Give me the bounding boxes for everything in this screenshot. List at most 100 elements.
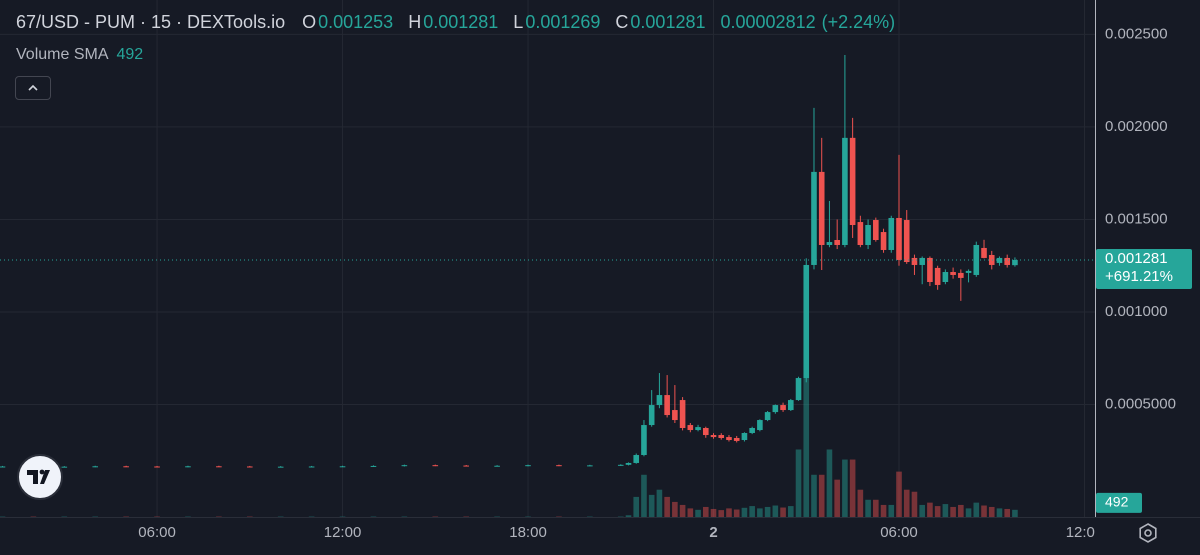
candle-body <box>494 465 500 467</box>
candle-body <box>749 427 755 433</box>
ohlc-value: 0.001281 <box>423 12 499 32</box>
candle-body <box>401 465 408 467</box>
ohlc-value: 0.001281 <box>630 12 706 32</box>
volume-bar <box>888 504 895 517</box>
volume-sma-box <box>1096 492 1142 513</box>
x-tick-label: 06:00 <box>880 524 918 541</box>
logo-dot <box>39 469 45 475</box>
volume-bar <box>996 508 1003 517</box>
y-tick-label: 0.001500 <box>1105 210 1168 227</box>
plot-area <box>0 54 1095 517</box>
x-tick-label: 06:00 <box>138 524 176 541</box>
volume-bar <box>826 449 833 517</box>
candle-body <box>942 272 949 282</box>
volume-bar <box>726 508 732 517</box>
candle-body <box>741 432 748 441</box>
volume-bar <box>664 496 670 517</box>
candle-body <box>757 420 763 431</box>
candle-body <box>185 466 191 468</box>
volume-bar <box>687 508 694 517</box>
volume-bar <box>942 504 949 517</box>
candle-body <box>525 465 531 467</box>
chevron[interactable] <box>28 84 38 91</box>
volume-bar <box>950 506 956 517</box>
settings-icon-center[interactable] <box>1144 529 1152 537</box>
candle-body <box>934 267 941 285</box>
x-tick-label: 18:00 <box>509 524 547 541</box>
settings-button[interactable] <box>1139 523 1157 543</box>
candle-body <box>687 425 694 431</box>
volume-bar <box>988 506 995 517</box>
volume-bar <box>1012 509 1018 517</box>
candle-body <box>787 400 794 411</box>
volume-sma-axis-label: 492 <box>1105 494 1129 510</box>
candle-body <box>988 254 995 265</box>
settings-icon[interactable] <box>1139 523 1157 543</box>
volume-bar <box>865 499 871 517</box>
candle-body <box>865 225 871 245</box>
volume-bar <box>1004 508 1011 517</box>
volume-bar <box>625 515 632 517</box>
candle-body <box>216 466 222 468</box>
candle-body <box>61 466 68 468</box>
collapse-button[interactable] <box>15 76 51 100</box>
candle-body <box>888 217 895 250</box>
y-axis: 0.0005000 0.001000 0.001500 0.002000 0.00250… <box>1096 25 1192 513</box>
candle-body <box>795 378 802 401</box>
volume-bar <box>842 459 848 517</box>
ohlc-label: O <box>302 12 317 32</box>
candle-body <box>370 465 377 467</box>
candle-body <box>92 466 99 468</box>
grid <box>0 0 1095 517</box>
last-price-box <box>1096 248 1192 289</box>
logo-circle <box>17 454 63 500</box>
candle-body <box>308 466 315 468</box>
y-tick-label: 0.0005000 <box>1105 395 1176 412</box>
candle-body <box>339 466 346 468</box>
candle-body <box>695 427 701 431</box>
candle-body <box>641 425 647 456</box>
volume-bar <box>648 494 655 517</box>
volume-bar <box>857 489 864 517</box>
candle-body <box>873 220 879 240</box>
collapse-icon[interactable] <box>16 77 50 99</box>
symbol-header: 67/USD - PUM · 15 · DEXTools.io O 0.00125… <box>16 12 905 33</box>
candle-body <box>726 437 732 441</box>
candle-body <box>764 412 771 421</box>
candle-body <box>718 435 725 438</box>
candle-body <box>556 465 562 467</box>
volume-sma-label: Volume SMA <box>16 46 109 63</box>
candle-body <box>617 464 624 466</box>
candle-body <box>780 405 786 411</box>
volume-bar <box>896 471 902 517</box>
candle-body <box>818 171 825 245</box>
candle-body <box>772 405 779 413</box>
volume-bar <box>695 509 701 517</box>
volume-bar <box>958 504 964 517</box>
last-price-label: 0.001281 <box>1105 250 1168 267</box>
candle-body <box>0 466 6 468</box>
volume-bar <box>911 491 918 517</box>
candle-body <box>277 466 284 468</box>
candle-body <box>826 242 833 245</box>
candle-body <box>880 232 887 250</box>
volume-bar <box>973 502 980 517</box>
volume-bar <box>849 459 856 517</box>
ohlc-value: 0.001253 <box>318 12 394 32</box>
candle-body <box>648 405 655 426</box>
volume-bar <box>811 474 817 517</box>
volume-bar <box>873 499 879 517</box>
volume-bar <box>633 496 640 517</box>
volume-bar <box>757 508 763 517</box>
candle-body <box>842 137 848 245</box>
candle-body <box>981 247 987 258</box>
candle-body <box>996 257 1003 263</box>
volume-bar <box>795 449 802 517</box>
volume-bar <box>749 506 755 517</box>
candle-body <box>123 466 129 468</box>
x-tick-label: 2 <box>709 524 717 541</box>
ohlc-label: C <box>615 12 629 32</box>
volume-bar <box>641 474 647 517</box>
